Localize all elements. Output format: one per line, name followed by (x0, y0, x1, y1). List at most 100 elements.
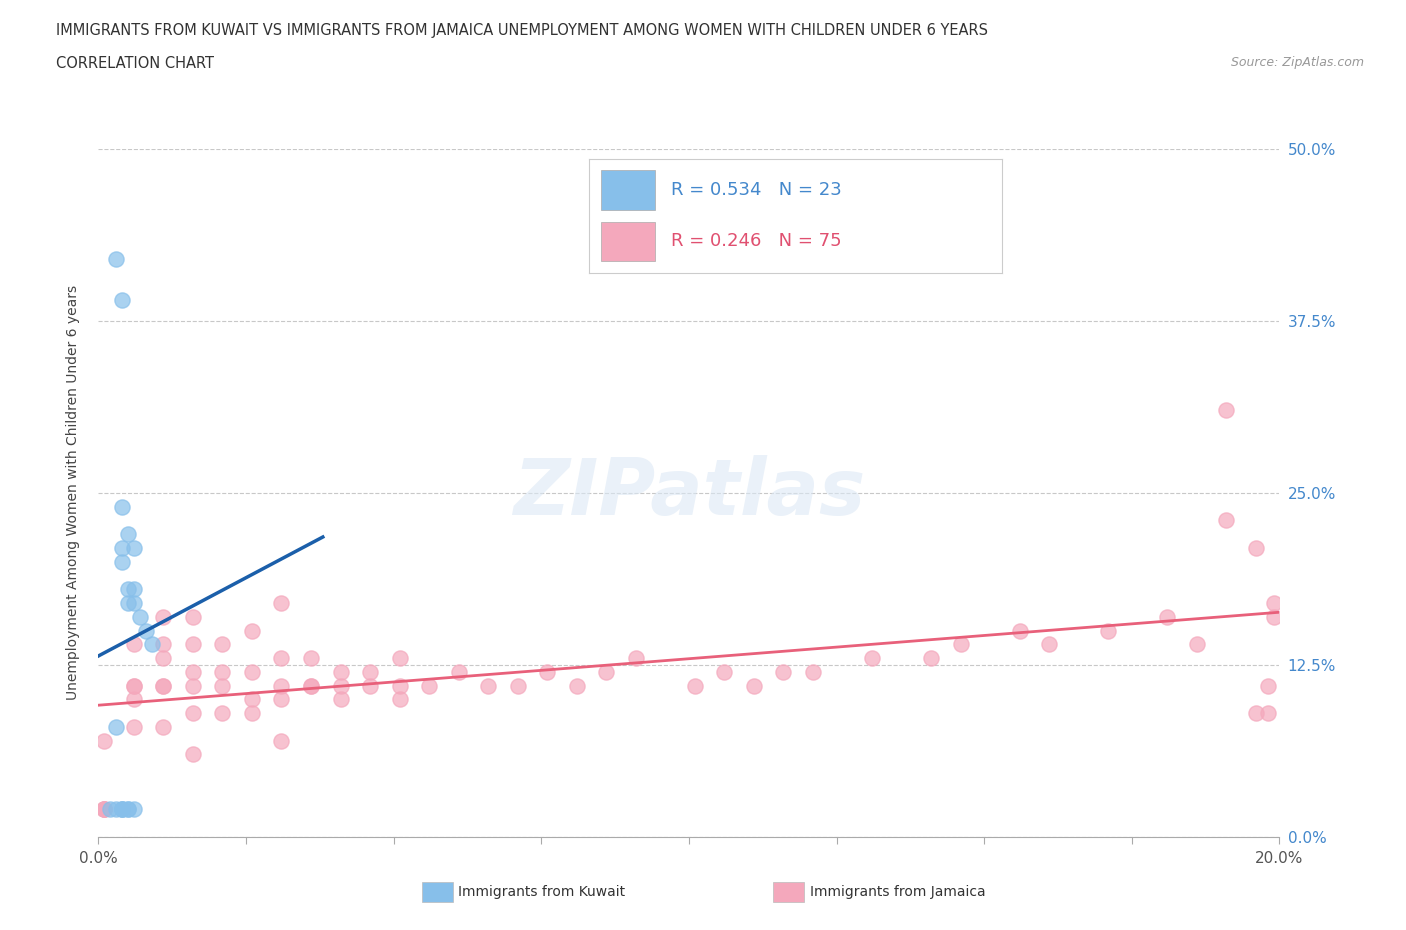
Point (93, 802, 115, 817)
Point (1263, 595, 1285, 610)
Point (683, 678, 706, 693)
Point (713, 664, 735, 679)
Point (329, 664, 352, 679)
Point (1215, 513, 1237, 528)
Point (359, 664, 381, 679)
Point (211, 664, 233, 679)
Text: Immigrants from Kuwait: Immigrants from Kuwait (458, 884, 626, 899)
Point (772, 664, 794, 679)
Point (742, 678, 765, 693)
Point (1244, 540, 1267, 555)
Point (152, 678, 174, 693)
Point (152, 609, 174, 624)
Point (211, 678, 233, 693)
Point (920, 651, 942, 666)
Point (506, 678, 529, 693)
Point (181, 609, 204, 624)
Point (111, 499, 134, 514)
Point (211, 637, 233, 652)
Point (105, 251, 128, 266)
Point (565, 678, 588, 693)
Point (122, 678, 145, 693)
Point (152, 720, 174, 735)
Point (1215, 403, 1237, 418)
Point (418, 678, 440, 693)
Point (111, 802, 134, 817)
Point (122, 595, 145, 610)
Y-axis label: Unemployment Among Women with Children Under 6 years: Unemployment Among Women with Children U… (66, 286, 80, 700)
Point (1257, 706, 1279, 721)
Text: ZIPatlas: ZIPatlas (513, 455, 865, 531)
Text: Immigrants from Jamaica: Immigrants from Jamaica (810, 884, 986, 899)
Point (447, 664, 470, 679)
Point (122, 678, 145, 693)
Point (329, 678, 352, 693)
Point (860, 651, 883, 666)
Point (181, 637, 204, 652)
Text: Source: ZipAtlas.com: Source: ZipAtlas.com (1230, 56, 1364, 69)
Point (98, 802, 121, 817)
Point (240, 692, 263, 707)
Point (93, 802, 115, 817)
Point (388, 651, 411, 666)
Point (299, 678, 322, 693)
Point (801, 664, 824, 679)
Point (105, 802, 128, 817)
Point (181, 706, 204, 721)
Point (270, 595, 292, 610)
Text: IMMIGRANTS FROM KUWAIT VS IMMIGRANTS FROM JAMAICA UNEMPLOYMENT AMONG WOMEN WITH : IMMIGRANTS FROM KUWAIT VS IMMIGRANTS FRO… (56, 23, 988, 38)
Point (93, 733, 115, 748)
Point (117, 802, 139, 817)
Point (117, 595, 139, 610)
Point (359, 678, 381, 693)
Point (1244, 706, 1267, 721)
Point (536, 664, 558, 679)
Point (111, 293, 134, 308)
Point (111, 802, 134, 817)
Point (152, 637, 174, 652)
Point (111, 554, 134, 569)
Point (152, 651, 174, 666)
Point (211, 706, 233, 721)
Point (117, 582, 139, 597)
Point (128, 609, 150, 624)
Point (1038, 637, 1060, 652)
Point (111, 802, 134, 817)
Point (181, 747, 204, 762)
Point (122, 540, 145, 555)
Point (240, 664, 263, 679)
Point (122, 582, 145, 597)
Point (270, 678, 292, 693)
Text: CORRELATION CHART: CORRELATION CHART (56, 56, 214, 71)
Point (240, 706, 263, 721)
Point (949, 637, 972, 652)
Point (329, 692, 352, 707)
Point (299, 651, 322, 666)
Point (122, 802, 145, 817)
Point (135, 623, 157, 638)
Point (93, 802, 115, 817)
Point (1097, 623, 1119, 638)
Point (1156, 609, 1178, 624)
Point (270, 733, 292, 748)
Point (388, 692, 411, 707)
Point (240, 623, 263, 638)
Point (152, 678, 174, 693)
Point (141, 637, 163, 652)
Point (122, 720, 145, 735)
Point (270, 651, 292, 666)
Point (181, 678, 204, 693)
Point (111, 540, 134, 555)
Point (1008, 623, 1031, 638)
Point (181, 664, 204, 679)
Point (477, 678, 499, 693)
Point (93, 802, 115, 817)
Point (122, 637, 145, 652)
Point (388, 678, 411, 693)
Point (624, 651, 647, 666)
Point (1257, 678, 1279, 693)
Point (270, 692, 292, 707)
Point (117, 802, 139, 817)
Point (1263, 609, 1285, 624)
Point (122, 692, 145, 707)
